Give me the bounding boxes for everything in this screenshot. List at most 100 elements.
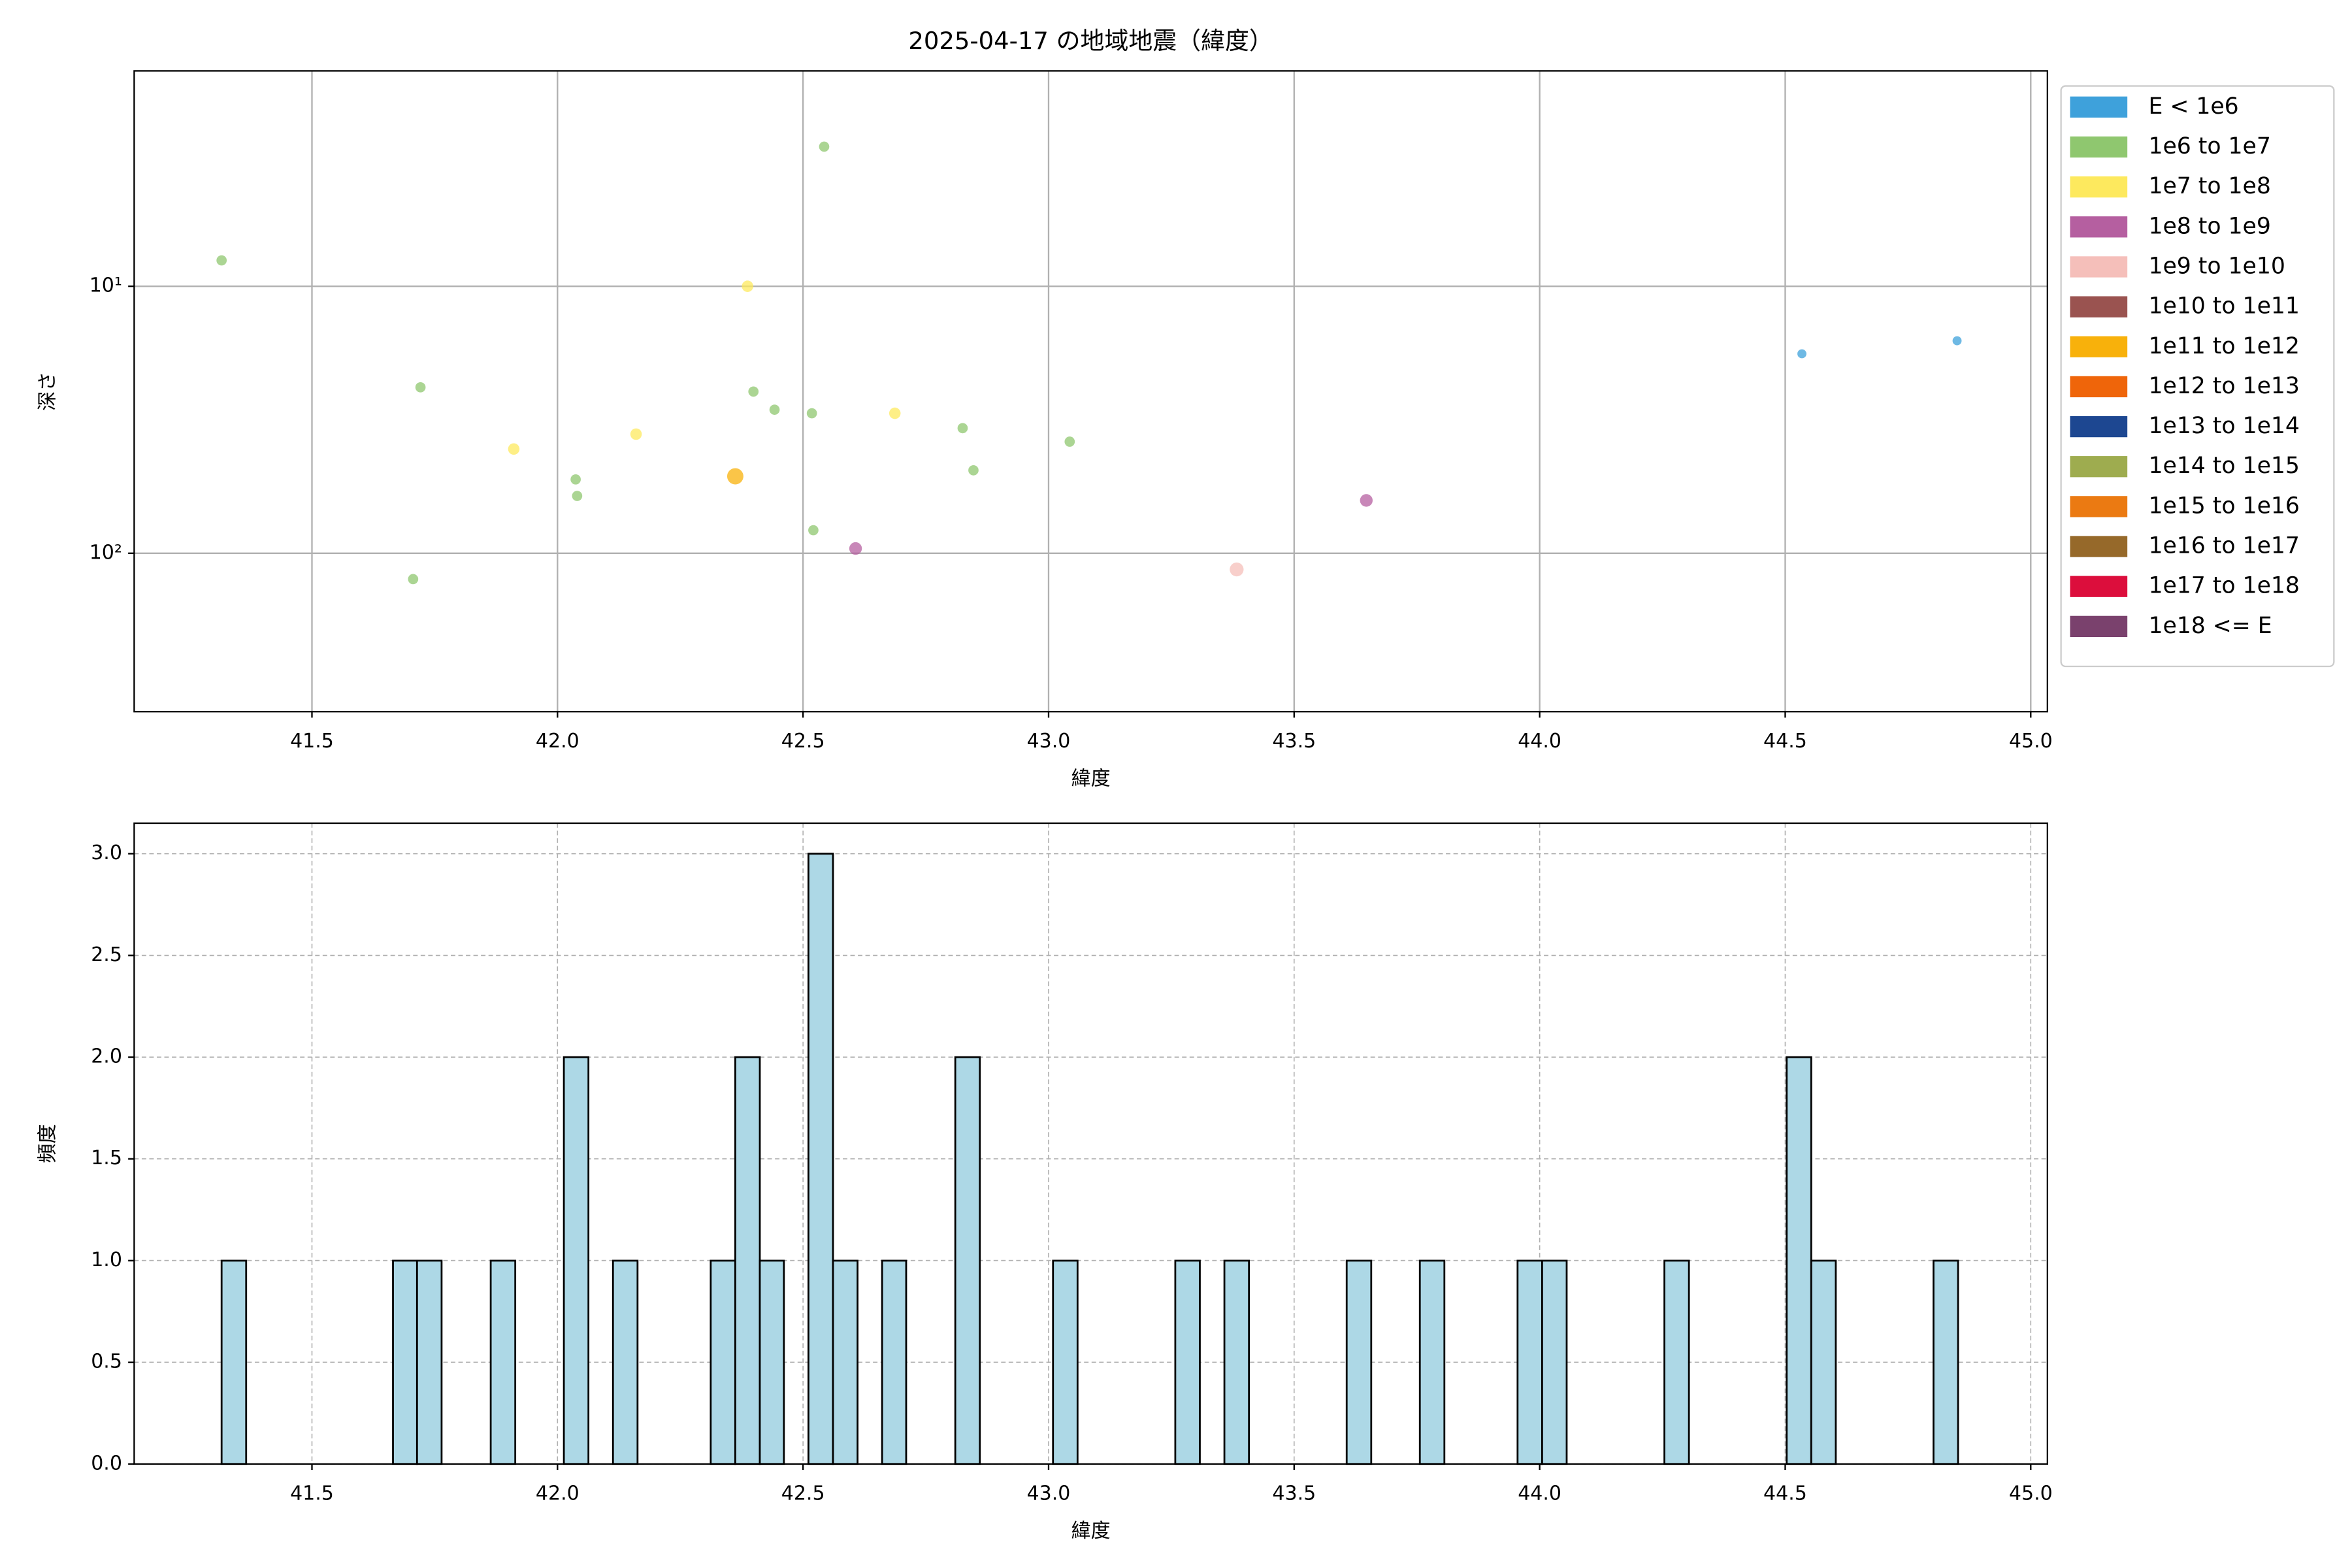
x-tick-label: 41.5	[290, 730, 334, 753]
x-tick-label: 44.5	[1763, 1482, 1807, 1505]
x-tick-label: 44.0	[1518, 1482, 1561, 1505]
legend-swatch	[2070, 96, 2128, 118]
bar	[734, 1056, 761, 1465]
legend-box	[2060, 85, 2335, 668]
legend-label: 1e10 to 1e11	[2148, 293, 2299, 319]
bar	[832, 1260, 858, 1465]
bar	[1345, 1260, 1373, 1465]
point	[1952, 336, 1962, 346]
point	[408, 574, 419, 585]
point	[1797, 349, 1806, 359]
bar	[563, 1056, 590, 1465]
bar	[808, 853, 834, 1465]
bar	[1418, 1260, 1446, 1465]
legend-label: 1e7 to 1e8	[2148, 173, 2270, 199]
bar	[1223, 1260, 1250, 1465]
legend-swatch	[2070, 296, 2128, 318]
legend-swatch	[2070, 456, 2128, 478]
legend-label: 1e14 to 1e15	[2148, 453, 2299, 479]
point	[572, 491, 583, 501]
y-tick-label: 2.5	[91, 943, 122, 966]
point	[415, 382, 426, 393]
point	[508, 443, 520, 455]
legend-label: 1e17 to 1e18	[2148, 573, 2299, 599]
point	[630, 428, 642, 440]
x-tick-label: 42.5	[781, 730, 825, 753]
bar	[416, 1260, 443, 1465]
bar	[1541, 1260, 1568, 1465]
point	[968, 465, 979, 476]
point	[889, 407, 901, 419]
x-tick-label: 45.0	[2009, 730, 2053, 753]
y-tick-label: 0.0	[91, 1452, 122, 1475]
legend-swatch	[2070, 615, 2128, 637]
bar	[1933, 1260, 1959, 1465]
bar	[759, 1260, 785, 1465]
plot-frame	[133, 822, 2048, 1465]
legend-label: 1e13 to 1e14	[2148, 413, 2299, 439]
point	[1064, 436, 1075, 447]
legend-label: 1e15 to 1e16	[2148, 493, 2299, 519]
x-tick-label: 44.0	[1518, 730, 1561, 753]
bar	[710, 1260, 736, 1465]
bar	[220, 1260, 248, 1465]
legend-swatch	[2070, 136, 2128, 158]
bar	[1174, 1260, 1201, 1465]
point	[748, 386, 759, 397]
point	[1230, 562, 1244, 577]
point	[570, 474, 581, 485]
x-axis-label: 緯度	[1071, 1520, 1111, 1543]
legend-label: 1e11 to 1e12	[2148, 333, 2299, 359]
x-tick-label: 43.0	[1027, 1482, 1071, 1505]
x-tick-label: 43.5	[1272, 1482, 1316, 1505]
y-tick-label: 2.0	[91, 1045, 122, 1068]
legend-swatch	[2070, 336, 2128, 357]
chart-title: 2025-04-17 の地域地震（緯度）	[908, 27, 1273, 55]
x-tick-label: 43.0	[1027, 730, 1071, 753]
legend-label: 1e18 <= E	[2148, 613, 2272, 639]
legend-swatch	[2070, 256, 2128, 278]
point	[769, 404, 780, 415]
y-tick-label: 10¹	[90, 274, 122, 297]
x-tick-label: 44.5	[1763, 730, 1807, 753]
x-tick-label: 42.0	[536, 730, 580, 753]
legend-swatch	[2070, 496, 2128, 517]
point	[808, 525, 819, 536]
legend-swatch	[2070, 416, 2128, 438]
bar	[881, 1260, 907, 1465]
bar	[1810, 1260, 1837, 1465]
bar	[612, 1260, 639, 1465]
bar	[1516, 1260, 1543, 1465]
legend-swatch	[2070, 576, 2128, 597]
x-tick-label: 42.5	[781, 1482, 825, 1505]
point	[742, 280, 753, 292]
bar	[1052, 1260, 1079, 1465]
legend-label: E < 1e6	[2148, 93, 2238, 120]
bar	[489, 1260, 517, 1465]
legend-label: 1e12 to 1e13	[2148, 373, 2299, 399]
legend-label: 1e6 to 1e7	[2148, 133, 2270, 159]
point	[216, 255, 227, 266]
bar	[1663, 1260, 1690, 1465]
y-tick-label: 10²	[90, 541, 122, 564]
point	[727, 468, 743, 485]
plot-frame	[133, 70, 2048, 713]
x-tick-label: 45.0	[2009, 1482, 2053, 1505]
point	[806, 408, 817, 419]
legend-label: 1e16 to 1e17	[2148, 533, 2299, 559]
point	[957, 423, 968, 434]
legend-swatch	[2070, 536, 2128, 557]
bar	[392, 1260, 418, 1465]
y-axis-label: 深さ	[36, 372, 59, 411]
legend-swatch	[2070, 216, 2128, 238]
legend-swatch	[2070, 176, 2128, 198]
y-tick-label: 1.0	[91, 1249, 122, 1271]
point	[819, 141, 830, 152]
y-tick-label: 1.5	[91, 1147, 122, 1169]
x-tick-label: 42.0	[536, 1482, 580, 1505]
bar	[1786, 1056, 1812, 1465]
y-tick-label: 3.0	[91, 841, 122, 864]
legend-label: 1e8 to 1e9	[2148, 213, 2270, 239]
point	[1360, 494, 1373, 507]
